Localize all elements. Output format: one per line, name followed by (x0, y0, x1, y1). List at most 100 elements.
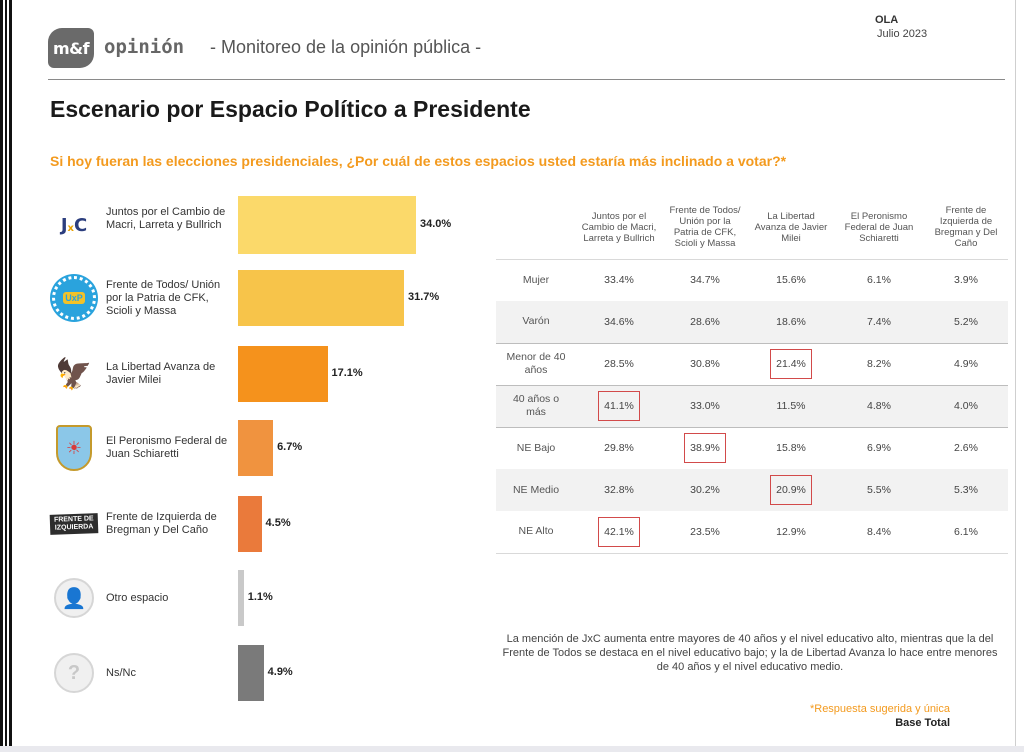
vote-intention-bar-chart: JxC Juntos por el Cambio de Macri, Larret… (0, 0, 500, 752)
crosstab-cell: 42.1% (576, 511, 662, 554)
crosstab-row-label: NE Bajo (496, 426, 576, 469)
crosstab-cell: 8.2% (834, 342, 924, 385)
bar-value-label: 4.5% (265, 517, 291, 529)
jxc-c-glyph: C (73, 214, 88, 236)
crosstab-row: Mujer 33.4% 34.7% 15.6% 6.1% 3.9% (496, 258, 1008, 301)
logo-wordmark: opinión (104, 36, 185, 58)
bar (238, 346, 328, 402)
fdt-logo-text: UxP (63, 292, 85, 304)
crosstab-cell: 15.8% (748, 426, 834, 469)
crosstab-cell: 4.0% (924, 384, 1008, 427)
question-glyph: ? (54, 653, 94, 693)
crosstab-cell: 38.9% (662, 426, 748, 469)
crosstab-header-row: Juntos por el Cambio de Macri, Larreta y… (496, 196, 1008, 259)
bar-value-label: 31.7% (407, 291, 440, 303)
crosstab-cell: 34.7% (662, 258, 748, 301)
crosstab-cell: 11.5% (748, 384, 834, 427)
bar-category-label: La Libertad Avanza de Javier Milei (106, 361, 216, 386)
crosstab-row: 40 años o más 41.1% 33.0% 11.5% 4.8% 4.0% (496, 384, 1008, 427)
crosstab-cell: 5.5% (834, 469, 924, 511)
person-icon: 👤 (50, 574, 98, 622)
crosstab-row: NE Medio 32.8% 30.2% 20.9% 5.5% 5.3% (496, 469, 1008, 511)
crosstab-cell: 20.9% (748, 469, 834, 511)
bar-category-label: Frente de Todos/ Unión por la Patria de … (106, 278, 221, 317)
right-border (1015, 0, 1016, 752)
person-glyph: 👤 (54, 578, 94, 618)
crosstab-cell: 3.9% (924, 258, 1008, 301)
crosstab-cell: 29.8% (576, 426, 662, 469)
crosstab-corner (496, 196, 576, 259)
bar (238, 196, 416, 254)
mf-logo-icon: m&f (48, 28, 94, 68)
crosstab-cell: 15.6% (748, 258, 834, 301)
crosstab-cell: 41.1% (576, 384, 662, 427)
bar-category-label: El Peronismo Federal de Juan Schiaretti (106, 435, 228, 460)
bar-value-label: 6.7% (277, 441, 303, 453)
crosstab-row: NE Alto 42.1% 23.5% 12.9% 8.4% 6.1% (496, 511, 1008, 554)
crosstab-col-header: La Libertad Avanza de Javier Milei (754, 210, 828, 244)
bar-category-label: Ns/Nc (106, 666, 136, 679)
base-label: Base Total (895, 717, 950, 729)
crosstab-cell: 30.8% (662, 342, 748, 385)
jxc-logo-icon: JxC (50, 201, 98, 249)
bar-value-label: 4.9% (267, 666, 293, 678)
crosstab-col-header: Frente de Izquierda de Bregman y Del Cañ… (934, 205, 998, 250)
bar (238, 570, 244, 626)
crosstab-cell: 8.4% (834, 511, 924, 554)
ola-label: OLA (875, 14, 899, 26)
bar (238, 270, 404, 326)
sun-glyph: ☀ (56, 425, 92, 471)
survey-question: Si hoy fueran las elecciones presidencia… (50, 153, 787, 169)
crosstab-cell: 32.8% (576, 469, 662, 511)
bar (238, 496, 262, 552)
left-border-stripes (0, 0, 14, 752)
crosstab-cell: 33.4% (576, 258, 662, 301)
crosstab-cell: 4.9% (924, 342, 1008, 385)
crosstab-row-label: Mujer (496, 258, 576, 301)
jxc-x-glyph: x (67, 222, 74, 234)
crosstab-col-header: Juntos por el Cambio de Macri, Larreta y… (581, 210, 657, 244)
peronismo-federal-logo-icon: ☀ (50, 424, 98, 472)
crosstab-table: Juntos por el Cambio de Macri, Larreta y… (496, 196, 1008, 554)
eagle-glyph: 🦅 (55, 357, 93, 391)
crosstab-cell: 2.6% (924, 426, 1008, 469)
highlighted-value: 41.1% (598, 391, 640, 421)
crosstab-cell: 21.4% (748, 342, 834, 385)
jxc-j-glyph: J (60, 214, 68, 236)
crosstab-row-label: Varón (496, 301, 576, 343)
crosstab-cell: 18.6% (748, 301, 834, 343)
bar-category-label: Juntos por el Cambio de Macri, Larreta y… (106, 205, 226, 231)
la-libertad-avanza-logo-icon: 🦅 (50, 350, 98, 398)
crosstab-cell: 7.4% (834, 301, 924, 343)
crosstab-cell: 28.5% (576, 342, 662, 385)
bar-category-label: Otro espacio (106, 591, 169, 604)
highlighted-value: 21.4% (770, 349, 812, 379)
crosstab-cell: 28.6% (662, 301, 748, 343)
bottom-border (0, 746, 1024, 752)
crosstab-cell: 12.9% (748, 511, 834, 554)
footnote: *Respuesta sugerida y única (809, 703, 950, 715)
bar-value-label: 17.1% (331, 367, 363, 379)
highlighted-value: 20.9% (770, 475, 812, 505)
crosstab-body: Mujer 33.4% 34.7% 15.6% 6.1% 3.9% Varón 34.6% 28… (496, 258, 1008, 554)
crosstab-row-label: Menor de 40 años (496, 342, 576, 385)
crosstab-col-header: Frente de Todos/ Unión por la Patria de … (669, 205, 741, 250)
question-icon: ? (50, 649, 98, 697)
header-divider (48, 79, 1005, 80)
crosstab-col-header: El Peronismo Federal de Juan Schiaretti (844, 210, 914, 244)
fdt-logo-icon: UxP (50, 274, 98, 322)
crosstab-cell: 30.2% (662, 469, 748, 511)
crosstab-row: Menor de 40 años 28.5% 30.8% 21.4% 8.2% 4.9% (496, 342, 1008, 385)
crosstab-row-label: NE Medio (496, 469, 576, 511)
crosstab-row-label: NE Alto (496, 511, 576, 554)
highlighted-value: 42.1% (598, 516, 640, 547)
crosstab-cell: 6.1% (924, 511, 1008, 554)
fit-logo-icon: FRENTE DE IZQUIERDA (49, 500, 99, 548)
fit-logo-text: FRENTE DE IZQUIERDA (49, 513, 99, 535)
header-subtitle: - Monitoreo de la opinión pública - (210, 37, 482, 57)
crosstab-cell: 34.6% (576, 301, 662, 343)
crosstab-row: Varón 34.6% 28.6% 18.6% 7.4% 5.2% (496, 301, 1008, 343)
crosstab-cell: 6.9% (834, 426, 924, 469)
crosstab-row-label: 40 años o más (496, 384, 576, 427)
page-title: Escenario por Espacio Político a Preside… (50, 96, 531, 122)
